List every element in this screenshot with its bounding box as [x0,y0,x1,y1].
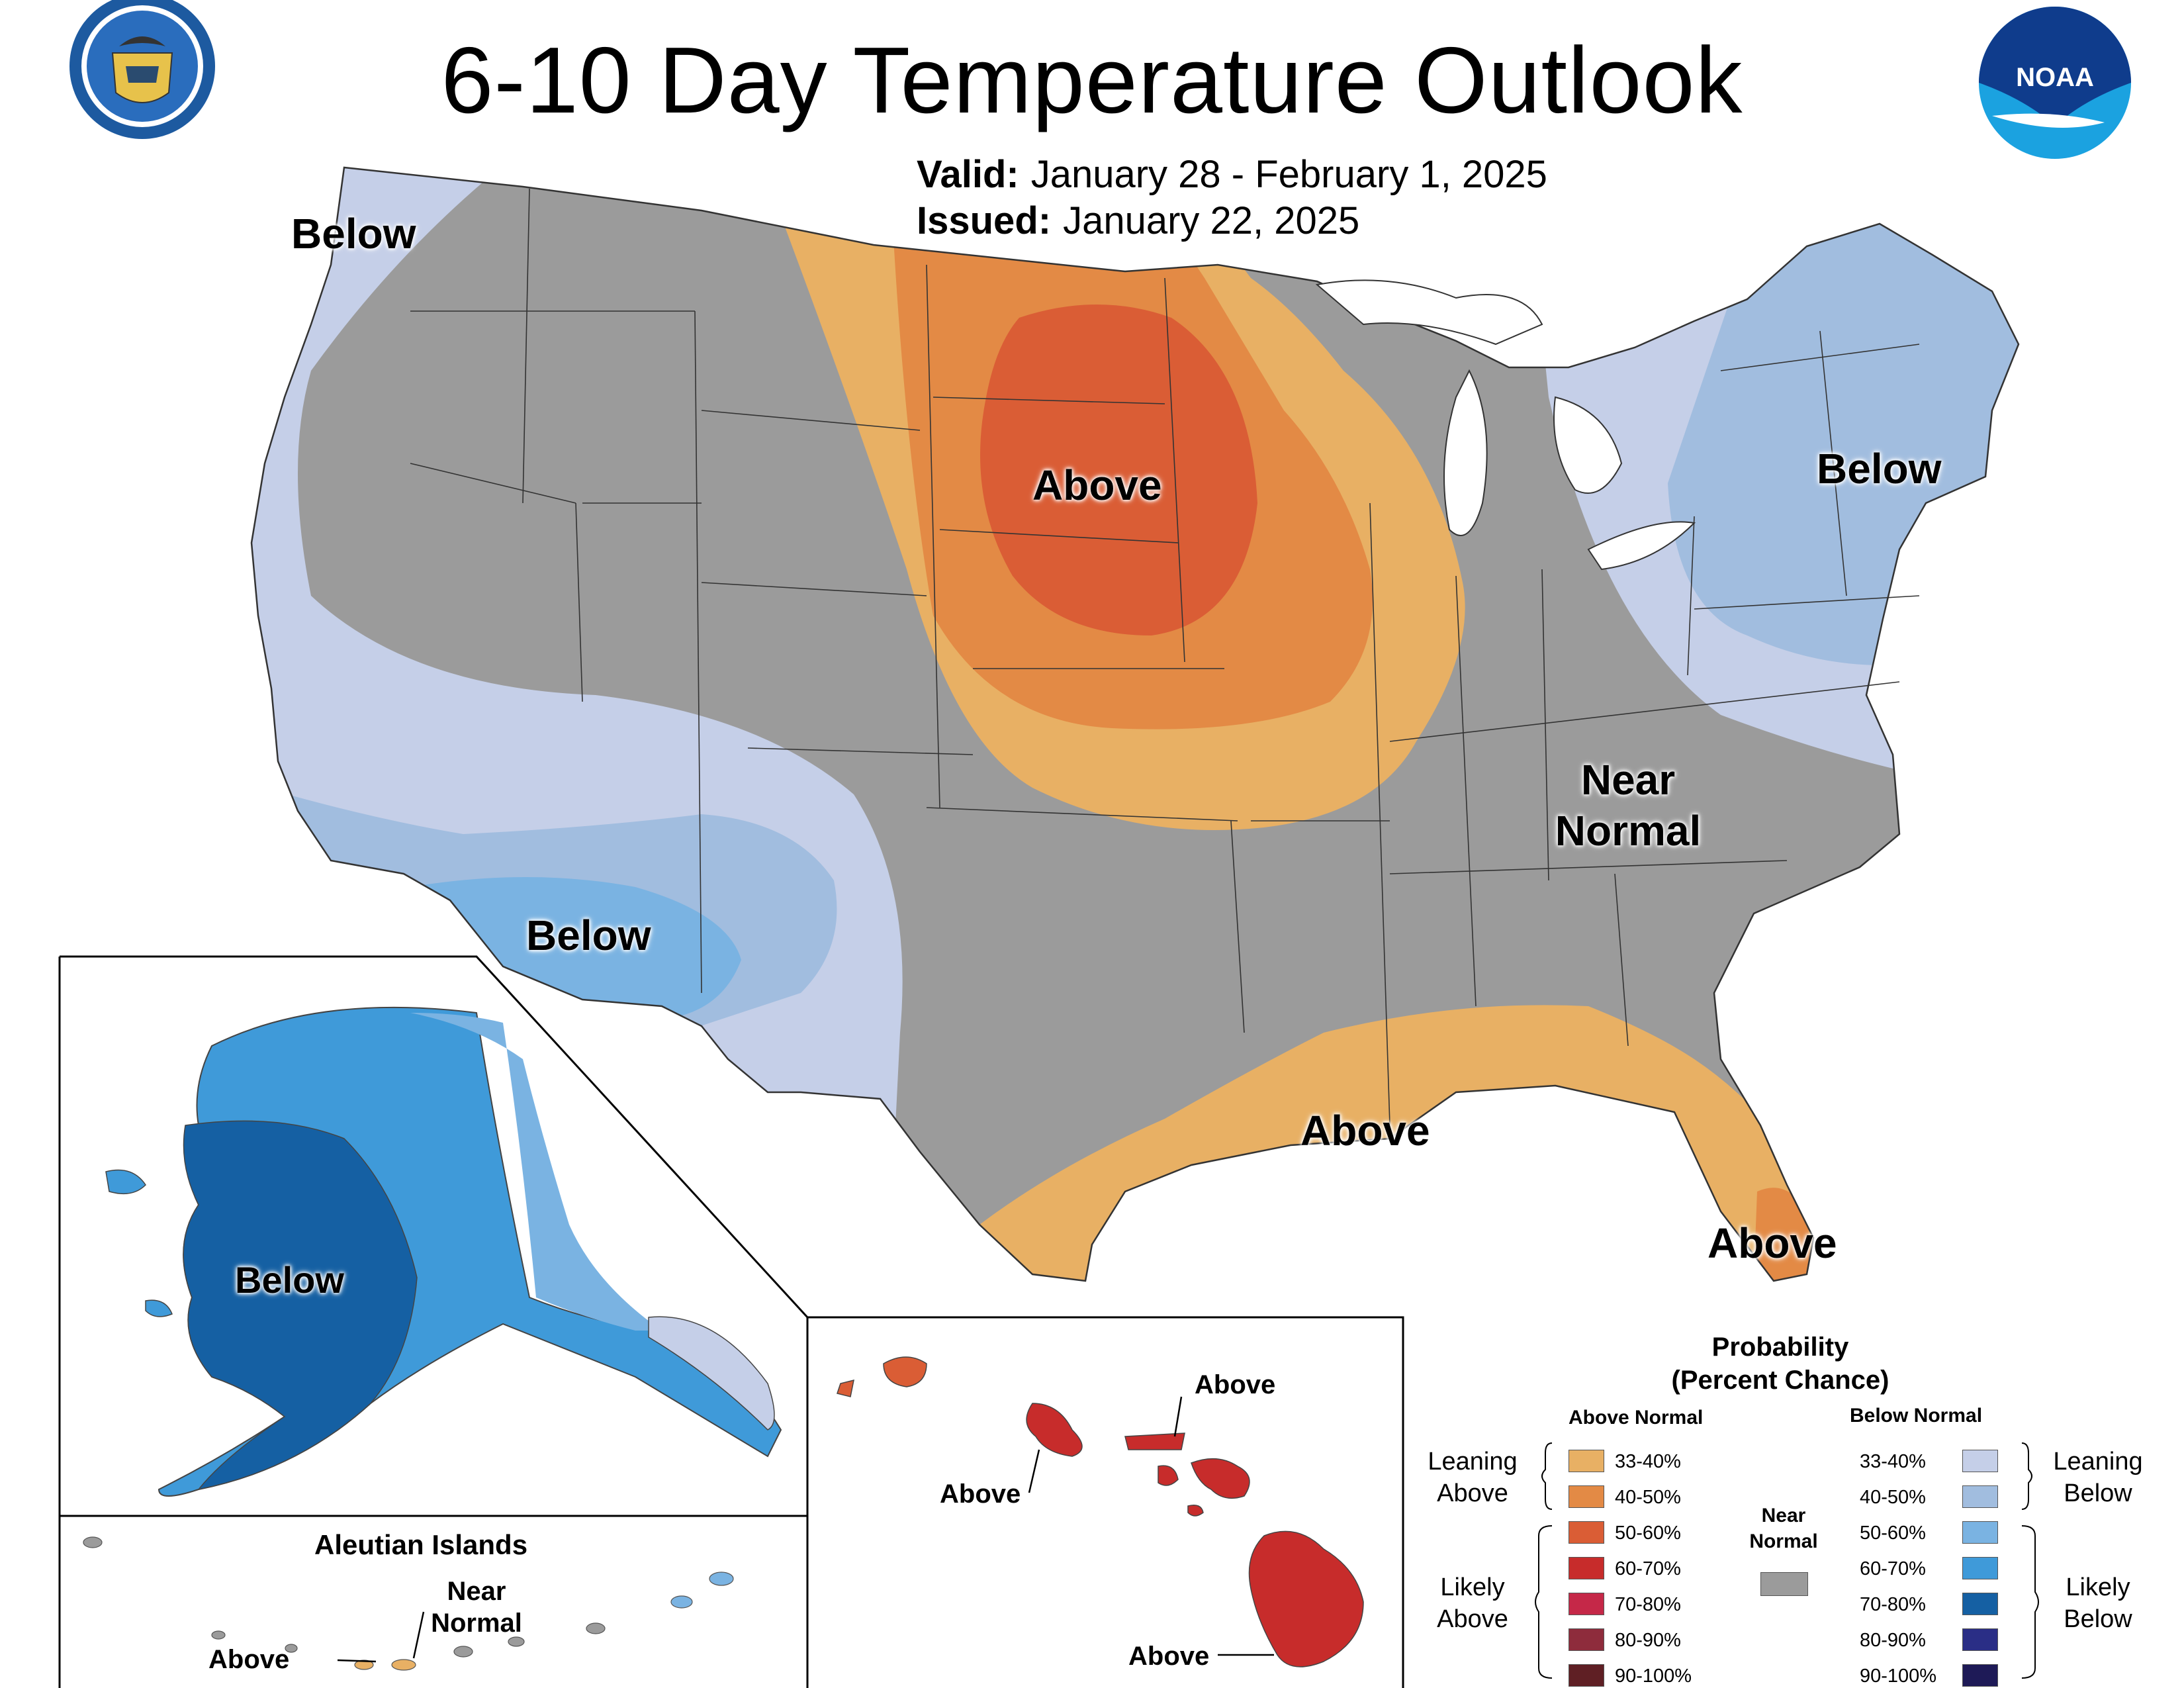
issued-date: Issued: January 22, 2025 [917,199,1359,243]
legend-likely-below: Likely Below [2038,1572,2158,1635]
near-normal-line2: Normal [1749,1530,1818,1552]
legend-near-normal: Near Normal [1741,1503,1827,1554]
hawaii-label-oahu: Above [940,1479,1021,1509]
above-range-label-5: 70-80% [1615,1594,1681,1615]
label-northwest: Below [291,210,416,258]
above-range-label-4: 60-70% [1615,1558,1681,1579]
alaska-below-70-80 [183,1120,418,1491]
below-swatch-5 [1962,1593,1998,1615]
legend-below-header: Below Normal [1850,1405,1983,1427]
above-range-label-7: 90-100% [1615,1665,1692,1687]
above-40-50-florida [1754,1188,1813,1281]
above-swatch-7 [1569,1664,1604,1687]
conus-outline [250,166,2020,1282]
label-gulf-coast: Above [1300,1107,1430,1154]
legend-above-header: Above Normal [1569,1407,1704,1429]
valid-label: Valid: [917,153,1019,196]
below-range-label-1: 33-40% [1860,1451,1926,1472]
island-kauai [883,1356,927,1387]
label-southeast-line1: Near [1580,756,1676,804]
issued-value: January 22, 2025 [1063,199,1360,242]
legend-likely-above: Likely Above [1416,1572,1529,1635]
lake-michigan [1443,369,1488,536]
below-range-label-7: 90-100% [1860,1665,1937,1687]
leaning-above-line2: Above [1437,1479,1508,1507]
label-southeast-line2: Normal [1555,806,1702,855]
leaning-below-line1: Leaning [2053,1448,2143,1476]
below-swatch-7 [1962,1664,1998,1687]
island-big-island [1248,1530,1364,1667]
below-swatch-2 [1962,1485,1998,1508]
aleutian-title: Aleutian Islands [314,1529,528,1560]
above-swatch-6 [1569,1628,1604,1651]
island-molokai [1124,1432,1185,1450]
leaning-below-line2: Below [2064,1479,2132,1507]
alaska-inset [58,955,1404,1688]
legend-title-line1: Probability [1711,1333,1849,1362]
aleutian-chain [83,1536,734,1671]
above-swatch-3 [1569,1521,1604,1544]
below-swatch-3 [1962,1521,1998,1544]
above-range-label-1: 33-40% [1615,1451,1681,1472]
label-southeast: Near Normal [1529,755,1727,857]
noaa-logo [1979,7,2131,159]
legend-leaning-below: Leaning Below [2038,1446,2158,1509]
below-range-label-2: 40-50% [1860,1487,1926,1508]
below-swatch-1 [1962,1450,1998,1472]
legend-leaning-above: Leaning Above [1416,1446,1529,1509]
leaning-above-line1: Leaning [1428,1448,1518,1476]
hawaii-label-maui: Above [1195,1370,1276,1399]
island-oahu [1026,1403,1083,1457]
aleutian-above: Above [208,1645,290,1674]
below-swatch-4 [1962,1557,1998,1579]
below-40-50-northeast [1668,167,2019,665]
legend-title-line2: (Percent Chance) [1671,1366,1889,1395]
above-50-60-north-central [980,305,1257,635]
label-south-florida: Above [1707,1219,1837,1267]
aleutian-near-line1: Near [447,1577,506,1606]
near-normal-line1: Near [1761,1505,1806,1526]
hawaii-inset [837,1356,1364,1667]
above-range-label-6: 80-90% [1615,1630,1681,1651]
island-maui [1191,1458,1250,1499]
lake-huron [1553,396,1623,494]
alaska-below-50-60 [410,1013,662,1331]
label-southwest: Below [526,912,651,959]
near-normal-swatch [1760,1572,1808,1596]
above-swatch-5 [1569,1593,1604,1615]
label-alaska: Below [235,1259,344,1301]
below-range-label-3: 50-60% [1860,1523,1926,1544]
likely-above-line2: Above [1437,1605,1508,1633]
page-title: 6-10 Day Temperature Outlook [441,28,1743,133]
below-range-label-6: 80-90% [1860,1630,1926,1651]
state-boundaries [410,188,1920,1126]
below-range-label-4: 60-70% [1860,1558,1926,1579]
legend-braces [1535,1442,2039,1679]
legend-title: Probability (Percent Chance) [1655,1331,1906,1397]
aleutian-near-line2: Normal [431,1609,522,1638]
commerce-seal-logo [69,0,215,139]
likely-below-line2: Below [2064,1605,2132,1633]
below-swatch-6 [1962,1628,1998,1651]
label-northeast: Below [1817,445,1942,492]
valid-dates: Valid: January 28 - February 1, 2025 [917,152,1547,197]
above-range-label-2: 40-50% [1615,1487,1681,1508]
valid-value: January 28 - February 1, 2025 [1030,153,1547,196]
lake-superior [1315,279,1543,346]
above-swatch-4 [1569,1557,1604,1579]
hawaii-label-big-island: Above [1128,1642,1210,1671]
above-range-label-3: 50-60% [1615,1523,1681,1544]
below-range-label-5: 70-80% [1860,1594,1926,1615]
noaa-logo-text: NOAA [2016,63,2094,92]
above-swatch-1 [1569,1450,1604,1472]
likely-above-line1: Likely [1440,1573,1505,1601]
label-north-central: Above [1032,461,1162,509]
aleutian-near-normal: Near Normal [417,1575,536,1639]
issued-label: Issued: [917,199,1052,242]
likely-below-line1: Likely [2066,1573,2130,1601]
above-swatch-2 [1569,1485,1604,1508]
